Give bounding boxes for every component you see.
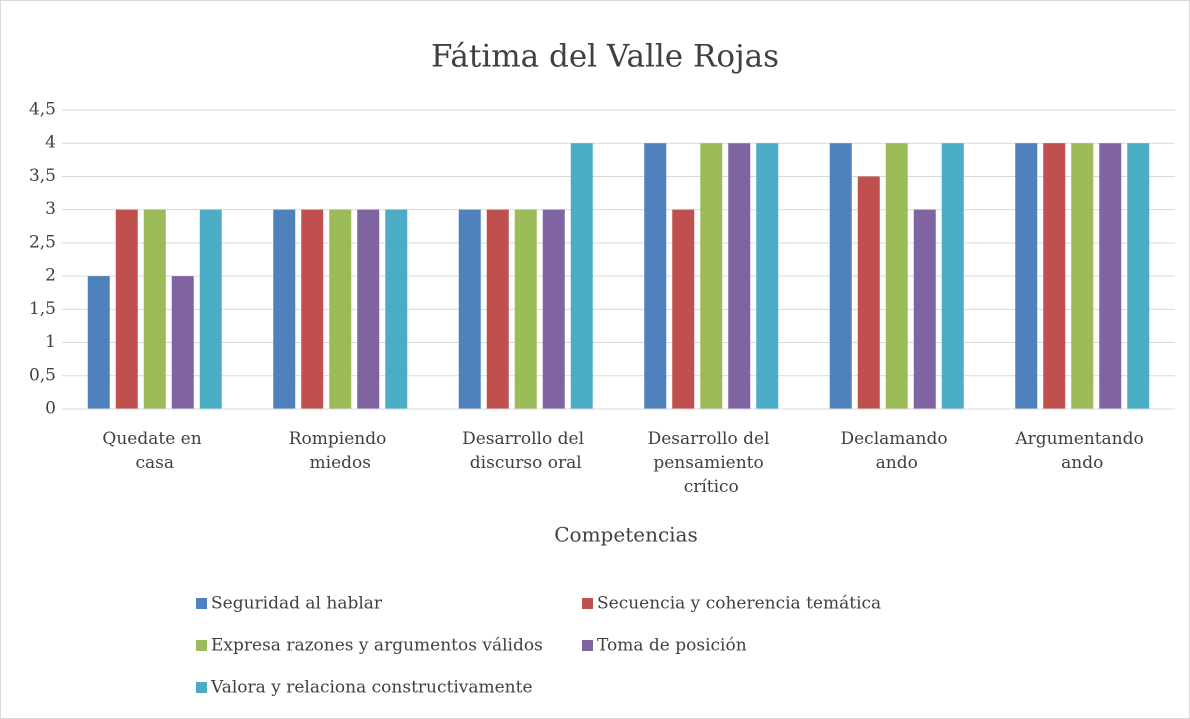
- legend-swatch: [582, 598, 593, 609]
- y-tick-label: 4: [45, 133, 56, 153]
- legend-label: Expresa razones y argumentos válidos: [211, 636, 543, 656]
- bar: [385, 209, 408, 409]
- y-tick-label: 2: [45, 266, 56, 286]
- legend-swatch: [196, 682, 207, 693]
- y-tick-label: 4,5: [29, 100, 56, 120]
- legend-swatch: [196, 640, 207, 651]
- bar: [357, 209, 380, 409]
- bar: [542, 209, 565, 409]
- legend-swatch: [582, 640, 593, 651]
- bar: [857, 176, 880, 409]
- bar: [87, 276, 110, 409]
- bar: [700, 143, 723, 409]
- bar: [1043, 143, 1066, 409]
- legend-label: Secuencia y coherencia temática: [597, 594, 881, 614]
- bar: [1127, 143, 1150, 409]
- y-tick-label: 1: [45, 332, 56, 352]
- x-tick-label: Desarrollo del discurso oral: [462, 429, 589, 473]
- bar: [728, 143, 751, 409]
- bar: [273, 209, 296, 409]
- bar: [1071, 143, 1094, 409]
- x-tick-label: Quedate en casa: [102, 429, 207, 473]
- y-tick-label: 0,5: [29, 365, 56, 385]
- bar: [644, 143, 667, 409]
- legend-label: Seguridad al hablar: [211, 594, 383, 614]
- bar: [941, 143, 964, 409]
- bar: [301, 209, 324, 409]
- bar: [514, 209, 537, 409]
- x-tick-label: Argumentando ando: [1014, 429, 1149, 473]
- x-tick-label: Desarrollo del pensamiento crítico: [648, 429, 775, 497]
- bar: [829, 143, 852, 409]
- bar: [115, 209, 138, 409]
- bar: [486, 209, 509, 409]
- bar: [329, 209, 352, 409]
- y-tick-label: 1,5: [29, 299, 56, 319]
- chart-title: Fátima del Valle Rojas: [431, 39, 779, 75]
- bar: [171, 276, 194, 409]
- y-tick-label: 3: [45, 199, 56, 219]
- bar: [672, 209, 695, 409]
- bar: [143, 209, 166, 409]
- bar: [756, 143, 779, 409]
- bar: [885, 143, 908, 409]
- x-axis-label: Competencias: [554, 523, 698, 547]
- legend-label: Valora y relaciona constructivamente: [210, 678, 533, 698]
- legend-swatch: [196, 598, 207, 609]
- y-tick-label: 2,5: [29, 232, 56, 252]
- legend-label: Toma de posición: [597, 636, 747, 656]
- bar: [458, 209, 481, 409]
- y-tick-label: 0: [45, 399, 56, 419]
- y-tick-label: 3,5: [29, 166, 56, 186]
- bar: [1015, 143, 1038, 409]
- x-tick-label: Declamando ando: [840, 429, 953, 473]
- bar: [570, 143, 593, 409]
- x-tick-label: Rompiendo miedos: [289, 429, 392, 473]
- bar: [1099, 143, 1122, 409]
- bar: [199, 209, 222, 409]
- bar: [913, 209, 936, 409]
